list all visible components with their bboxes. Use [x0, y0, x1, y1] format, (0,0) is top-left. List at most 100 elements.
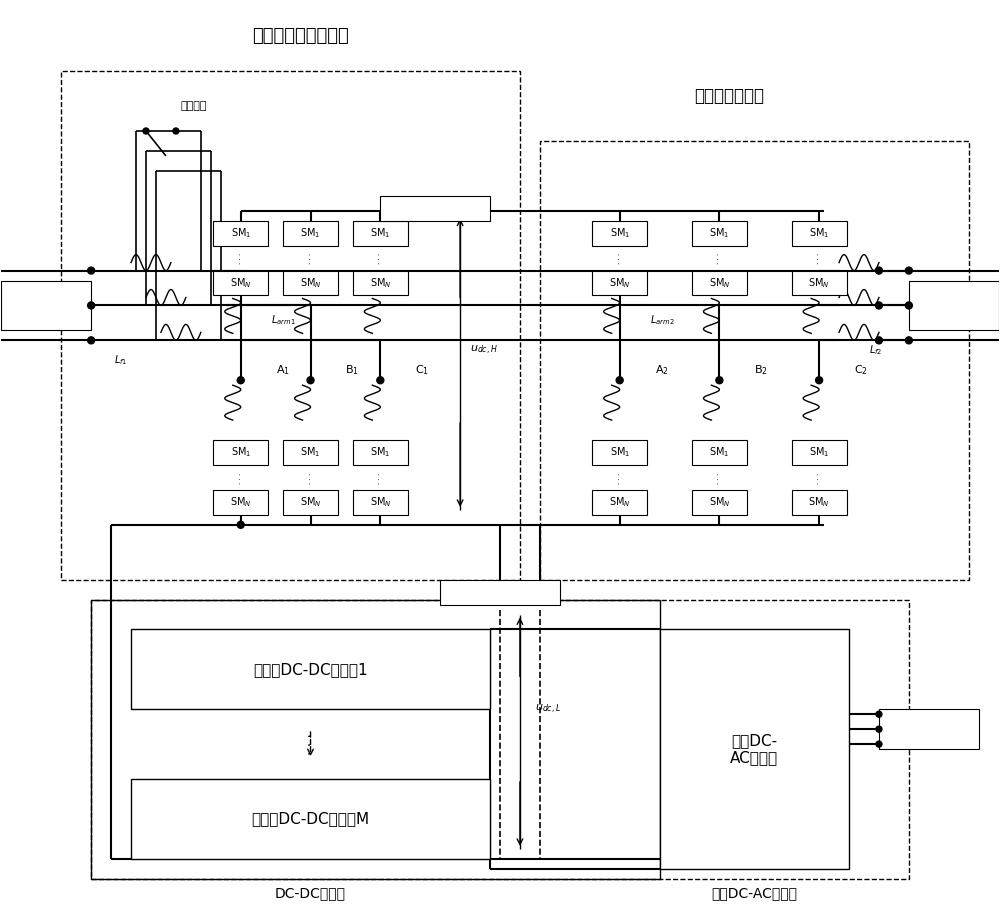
Text: SM$_1$: SM$_1$: [231, 445, 251, 459]
Circle shape: [905, 337, 912, 343]
Text: SM$_1$: SM$_1$: [300, 226, 321, 241]
Bar: [283, 490, 338, 515]
Bar: [592, 440, 647, 465]
Bar: [879, 710, 979, 749]
Text: 低压DC端口: 低压DC端口: [479, 587, 521, 597]
Text: 三相DC-
AC逆变器: 三相DC- AC逆变器: [730, 733, 778, 765]
Text: SM$_N$: SM$_N$: [709, 496, 730, 509]
Text: SM$_N$: SM$_N$: [300, 276, 321, 290]
Bar: [692, 271, 747, 295]
Bar: [353, 440, 408, 465]
Bar: [909, 281, 999, 331]
Text: · · ·: · · ·: [308, 253, 314, 264]
Bar: [592, 271, 647, 295]
Text: 高压AC端口2: 高压AC端口2: [932, 301, 975, 311]
Text: SM$_1$: SM$_1$: [300, 445, 321, 459]
Circle shape: [905, 267, 912, 274]
Circle shape: [237, 521, 244, 528]
Circle shape: [876, 711, 882, 717]
Circle shape: [875, 337, 882, 343]
Text: SM$_1$: SM$_1$: [809, 226, 829, 241]
Circle shape: [876, 726, 882, 732]
Text: SM$_N$: SM$_N$: [370, 276, 391, 290]
Bar: [692, 440, 747, 465]
Bar: [131, 779, 490, 859]
Circle shape: [88, 267, 95, 274]
Bar: [592, 220, 647, 246]
Text: SM$_N$: SM$_N$: [609, 496, 630, 509]
Text: · · ·: · · ·: [304, 733, 318, 755]
Circle shape: [307, 377, 314, 384]
Circle shape: [716, 377, 723, 384]
Text: 隔离型DC-DC变换器M: 隔离型DC-DC变换器M: [251, 812, 370, 826]
Bar: [792, 490, 847, 515]
Text: A$_1$: A$_1$: [276, 363, 290, 377]
Text: SM$_N$: SM$_N$: [808, 276, 830, 290]
Bar: [440, 579, 560, 605]
Bar: [353, 220, 408, 246]
Text: $L_{arm1}$: $L_{arm1}$: [271, 313, 295, 327]
Circle shape: [88, 337, 95, 343]
Bar: [283, 440, 338, 465]
Bar: [380, 196, 490, 220]
Text: SM$_N$: SM$_N$: [709, 276, 730, 290]
Text: B$_2$: B$_2$: [754, 363, 768, 377]
Bar: [213, 440, 268, 465]
Text: $L_{f1}$: $L_{f1}$: [114, 353, 128, 367]
Bar: [61, 71, 520, 579]
Text: SM$_1$: SM$_1$: [809, 445, 829, 459]
Bar: [792, 220, 847, 246]
Circle shape: [143, 128, 149, 134]
Bar: [660, 630, 849, 869]
Bar: [131, 630, 490, 710]
Text: $L_{arm2}$: $L_{arm2}$: [650, 313, 674, 327]
Bar: [213, 220, 268, 246]
Text: 静止同步串联补偿器: 静止同步串联补偿器: [252, 27, 349, 46]
Text: · · ·: · · ·: [617, 472, 623, 484]
Bar: [1, 281, 91, 331]
Bar: [353, 271, 408, 295]
Circle shape: [88, 302, 95, 309]
Text: SM$_N$: SM$_N$: [230, 496, 252, 509]
Text: · · ·: · · ·: [816, 253, 822, 264]
Text: 旁路开关: 旁路开关: [181, 101, 207, 111]
Text: $u_{dc,H}$: $u_{dc,H}$: [470, 343, 498, 357]
Bar: [592, 490, 647, 515]
Text: 静止同步补偿器: 静止同步补偿器: [694, 87, 764, 105]
Bar: [540, 141, 969, 579]
Text: SM$_1$: SM$_1$: [370, 445, 390, 459]
Circle shape: [905, 302, 912, 309]
Bar: [792, 271, 847, 295]
Text: SM$_1$: SM$_1$: [610, 445, 630, 459]
Text: C$_2$: C$_2$: [854, 363, 868, 377]
Circle shape: [875, 267, 882, 274]
Text: DC-DC变换器: DC-DC变换器: [275, 886, 346, 901]
Circle shape: [377, 377, 384, 384]
Bar: [213, 271, 268, 295]
Bar: [91, 599, 660, 879]
Bar: [353, 490, 408, 515]
Circle shape: [616, 377, 623, 384]
Text: 三相DC-AC逆变器: 三相DC-AC逆变器: [711, 886, 797, 901]
Text: SM$_N$: SM$_N$: [808, 496, 830, 509]
Text: SM$_1$: SM$_1$: [709, 445, 730, 459]
Circle shape: [816, 377, 823, 384]
Text: SM$_1$: SM$_1$: [370, 226, 390, 241]
Text: SM$_N$: SM$_N$: [300, 496, 321, 509]
Text: · · ·: · · ·: [617, 253, 623, 264]
Text: B$_1$: B$_1$: [345, 363, 359, 377]
Text: · · ·: · · ·: [238, 253, 244, 264]
Text: SM$_N$: SM$_N$: [370, 496, 391, 509]
Circle shape: [875, 302, 882, 309]
Bar: [792, 440, 847, 465]
Text: 高压DC端口: 高压DC端口: [414, 204, 457, 214]
Circle shape: [876, 742, 882, 747]
Text: 低压AC端口: 低压AC端口: [910, 724, 947, 734]
Text: 高压AC端口1: 高压AC端口1: [25, 301, 68, 311]
Text: · · ·: · · ·: [716, 253, 722, 264]
Text: 隔离型DC-DC变换器1: 隔离型DC-DC变换器1: [253, 662, 368, 677]
Text: · · ·: · · ·: [716, 472, 722, 484]
Bar: [692, 490, 747, 515]
Text: · · ·: · · ·: [377, 472, 383, 484]
Bar: [283, 271, 338, 295]
